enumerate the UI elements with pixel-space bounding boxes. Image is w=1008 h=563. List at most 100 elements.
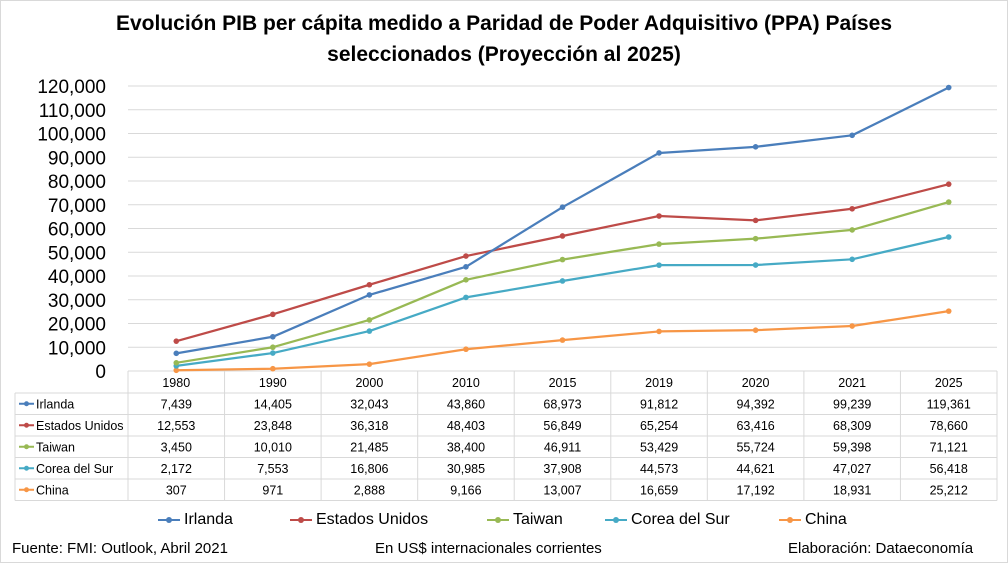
- data-point: [752, 144, 759, 150]
- data-point: [945, 308, 952, 314]
- table-cell-value: 30,985: [447, 462, 485, 476]
- legend-line-marker-icon: [487, 517, 509, 523]
- data-point: [656, 213, 662, 219]
- table-cell-value: 18,931: [833, 483, 871, 497]
- table-cell-value: 44,573: [640, 462, 678, 476]
- series-estados-unidos: [173, 181, 952, 344]
- chart-title-line-2: seleccionados (Proyección al 2025): [327, 43, 681, 66]
- table-cell-value: 10,010: [254, 440, 292, 454]
- table-cell-value: 12,553: [157, 419, 195, 433]
- x-tick-label: 1990: [259, 376, 287, 390]
- table-cell-value: 99,239: [833, 397, 871, 411]
- data-point: [559, 278, 566, 284]
- table-cell-value: 53,429: [640, 440, 678, 454]
- legend-line-marker-icon: [290, 517, 312, 523]
- data-point: [173, 360, 180, 366]
- data-point: [849, 256, 855, 263]
- y-tick-label: 110,000: [39, 101, 106, 122]
- table-cell-value: 3,450: [161, 440, 192, 454]
- data-point: [752, 235, 759, 242]
- data-point: [849, 323, 855, 329]
- table-cell-value: 43,860: [447, 397, 485, 411]
- data-point: [270, 344, 276, 351]
- data-point: [366, 281, 373, 288]
- series-lines: [173, 84, 952, 374]
- table-cell-value: 46,911: [544, 440, 581, 454]
- data-point: [945, 234, 952, 240]
- table-legend-marker: [24, 465, 29, 471]
- legend-item: Corea del Sur: [605, 511, 730, 529]
- data-point: [366, 328, 373, 334]
- chart-title: Evolución PIB per cápita medido a Parida…: [0, 8, 1008, 70]
- data-table: 1980 1990 2000 2010 2015 2019 2020 2021 2025 Irla…: [14, 370, 998, 501]
- legend-item: China: [779, 511, 847, 529]
- table-cell-value: 56,418: [930, 462, 968, 476]
- table-cell-value: 78,660: [930, 419, 968, 433]
- y-tick-label: 70,000: [48, 196, 106, 217]
- table-cell-value: 94,392: [736, 397, 774, 411]
- legend-label: Estados Unidos: [316, 511, 429, 528]
- x-tick-label: 2021: [838, 376, 866, 390]
- credit-note: Elaboración: Dataeconomía: [788, 540, 974, 557]
- table-cell-value: 13,007: [543, 483, 581, 497]
- table-cell-value: 21,485: [350, 440, 388, 454]
- table-cell-value: 17,192: [736, 483, 774, 497]
- table-cell-value: 68,973: [543, 397, 581, 411]
- y-tick-label: 80,000: [48, 172, 106, 193]
- table-cell-value: 7,439: [161, 397, 192, 411]
- data-point: [366, 361, 373, 367]
- table-cell-value: 307: [166, 483, 187, 497]
- table-legend-marker: [24, 401, 29, 407]
- data-point: [173, 338, 180, 344]
- legend-label: Corea del Sur: [631, 511, 730, 528]
- data-point: [270, 311, 276, 318]
- data-point: [463, 253, 469, 259]
- table-legend-marker: [24, 444, 29, 450]
- data-point: [656, 262, 662, 268]
- table-cell-value: 16,806: [350, 462, 388, 476]
- table-cell-value: 119,361: [927, 397, 971, 411]
- table-cell-value: 47,027: [833, 462, 871, 476]
- x-tick-label: 1980: [162, 376, 190, 390]
- data-point: [463, 264, 469, 270]
- table-cell-value: 23,848: [254, 419, 292, 433]
- data-point: [366, 317, 373, 323]
- table-cell-value: 91,812: [640, 397, 678, 411]
- table-series-name: Corea del Sur: [36, 462, 113, 476]
- table-cell-value: 7,553: [257, 462, 288, 476]
- data-point: [463, 277, 469, 283]
- legend-line-marker-icon: [605, 517, 627, 523]
- series-line: [176, 235, 949, 367]
- series-china: [173, 308, 952, 374]
- table-cell-value: 36,318: [350, 419, 388, 433]
- table-cell-value: 48,403: [447, 419, 485, 433]
- x-tick-label: 2020: [742, 376, 770, 390]
- table-cell-value: 14,405: [254, 397, 292, 411]
- legend-item: Taiwan: [487, 511, 563, 529]
- x-tick-label: 2025: [935, 376, 963, 390]
- data-point: [463, 294, 469, 301]
- y-tick-label: 0: [95, 362, 106, 383]
- table-series-name: Irlanda: [36, 397, 74, 411]
- data-point: [945, 84, 952, 91]
- table-cell-value: 971: [262, 483, 283, 497]
- legend: Irlanda Estados Unidos Taiwan Corea del Sur…: [0, 511, 1008, 533]
- data-point: [656, 241, 662, 247]
- series-irlanda: [173, 84, 952, 357]
- data-point: [463, 346, 469, 353]
- chart-title-line-1: Evolución PIB per cápita medido a Parida…: [115, 12, 892, 35]
- y-tick-label: 60,000: [48, 220, 106, 241]
- data-point: [173, 367, 180, 374]
- data-point: [656, 328, 662, 335]
- table-cell-value: 68,309: [833, 419, 871, 433]
- data-point: [752, 327, 759, 333]
- source-note: Fuente: FMI: Outlook, Abril 2021: [12, 540, 228, 557]
- table-cell-value: 38,400: [447, 440, 485, 454]
- table-cell-value: 44,621: [736, 462, 774, 476]
- table-cell-value: 2,888: [354, 483, 385, 497]
- table-cell-value: 25,212: [930, 483, 968, 497]
- table-cell-value: 32,043: [350, 397, 388, 411]
- data-point: [752, 262, 759, 268]
- legend-item: Estados Unidos: [290, 511, 428, 529]
